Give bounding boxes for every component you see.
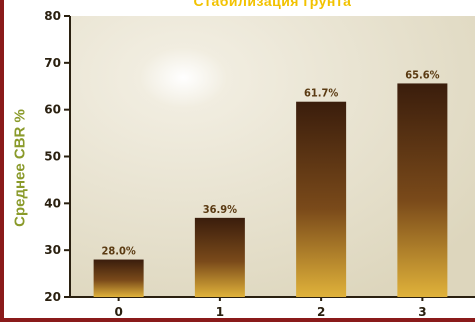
y-tick-label: 60 [44, 103, 61, 117]
y-tick-label: 50 [44, 150, 61, 164]
bar [296, 101, 347, 297]
bar-value-label: 28.0% [101, 245, 135, 258]
x-tick-label: 1 [216, 305, 224, 319]
y-tick-label: 80 [44, 9, 61, 23]
y-tick-label: 70 [44, 56, 61, 70]
chart-title: Стабилизация грунта [193, 0, 352, 9]
bar [93, 259, 144, 297]
x-tick-label: 3 [418, 305, 426, 319]
y-tick-label: 20 [44, 290, 61, 304]
bar-value-label: 36.9% [203, 203, 237, 216]
bar [194, 217, 245, 297]
bar [397, 83, 448, 297]
x-tick-label: 2 [317, 305, 325, 319]
bar-value-label: 61.7% [304, 87, 338, 100]
bar-value-label: 65.6% [405, 68, 439, 81]
x-tick-label: 0 [114, 305, 122, 319]
y-tick-label: 30 [44, 243, 61, 257]
y-tick-label: 40 [44, 196, 61, 210]
